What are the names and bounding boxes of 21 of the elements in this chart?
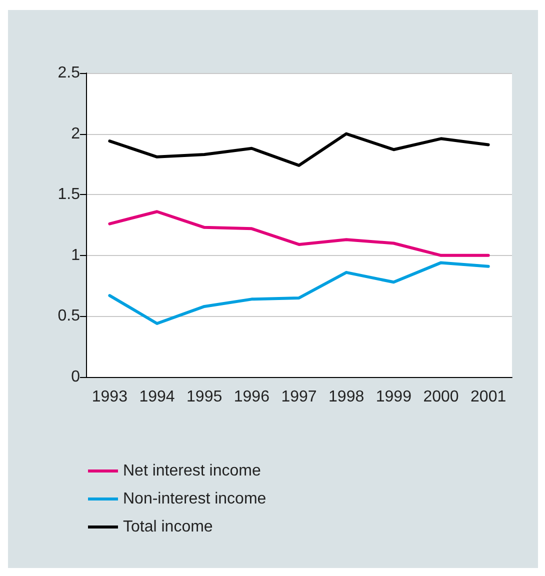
x-tick-label: 1999: [376, 388, 412, 406]
y-tick-label: 2: [71, 125, 80, 142]
x-tick-label: 1998: [328, 388, 364, 406]
y-tick-label: 1.5: [58, 186, 80, 204]
line-series: [108, 261, 490, 325]
x-tick-label: 1996: [234, 388, 270, 406]
x-tick-label: 1997: [281, 388, 317, 406]
legend-label: Non-interest income: [123, 490, 266, 508]
y-tick-label: 1: [71, 246, 80, 264]
x-tick-label: 2000: [423, 388, 459, 406]
x-tick-label: 1993: [92, 388, 128, 406]
x-tick-label: 1995: [186, 388, 222, 406]
y-tick-label: 0.5: [58, 308, 80, 325]
y-tick-label: 0: [71, 368, 80, 386]
line-series: [108, 132, 490, 167]
legend-label: Total income: [123, 518, 213, 536]
line-series: [108, 210, 490, 257]
legend-label: Net interest income: [123, 462, 261, 480]
x-tick-label: 2001: [470, 388, 506, 406]
y-tick-label: 2.5: [58, 64, 80, 82]
x-tick-label: 1994: [139, 388, 175, 406]
